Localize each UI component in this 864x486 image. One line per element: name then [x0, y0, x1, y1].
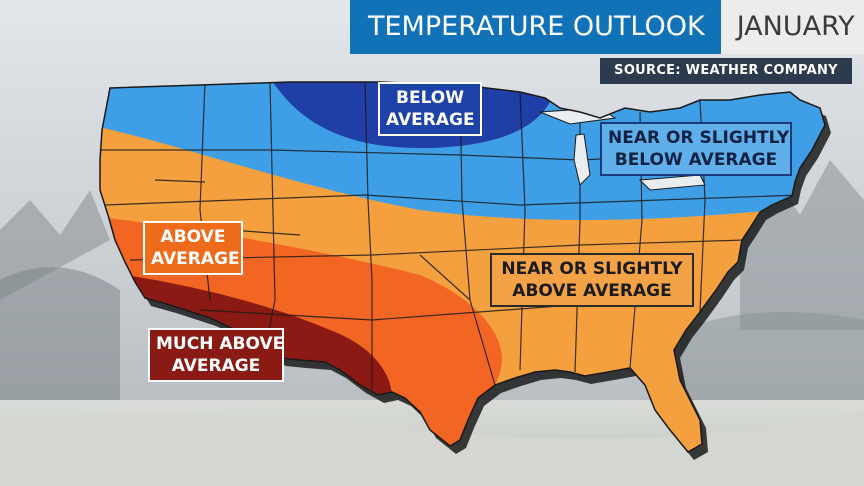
label-line: AVERAGE — [151, 249, 240, 269]
label-near-slightly-above: NEAR OR SLIGHTLY ABOVE AVERAGE — [490, 253, 694, 307]
page-title: TEMPERATURE OUTLOOK — [350, 0, 721, 54]
label-line: BELOW — [396, 88, 464, 108]
label-line: MUCH ABOVE — [156, 334, 285, 354]
label-line: BELOW AVERAGE — [614, 150, 778, 170]
label-near-slightly-below: NEAR OR SLIGHTLY BELOW AVERAGE — [600, 122, 792, 176]
label-much-above-average: MUCH ABOVE AVERAGE — [148, 328, 284, 382]
label-line: NEAR OR SLIGHTLY — [501, 259, 683, 279]
label-line: AVERAGE — [171, 356, 261, 376]
label-line: NEAR OR SLIGHTLY — [608, 128, 790, 148]
label-line: AVERAGE — [386, 110, 475, 130]
month-label: JANUARY — [720, 0, 864, 54]
label-above-average: ABOVE AVERAGE — [143, 221, 243, 275]
label-line: ABOVE AVERAGE — [512, 281, 672, 301]
label-line: ABOVE — [160, 227, 226, 247]
label-below-average: BELOW AVERAGE — [378, 82, 482, 136]
title-bar: TEMPERATURE OUTLOOK JANUARY — [350, 0, 864, 54]
source-label: SOURCE: WEATHER COMPANY — [600, 58, 852, 84]
